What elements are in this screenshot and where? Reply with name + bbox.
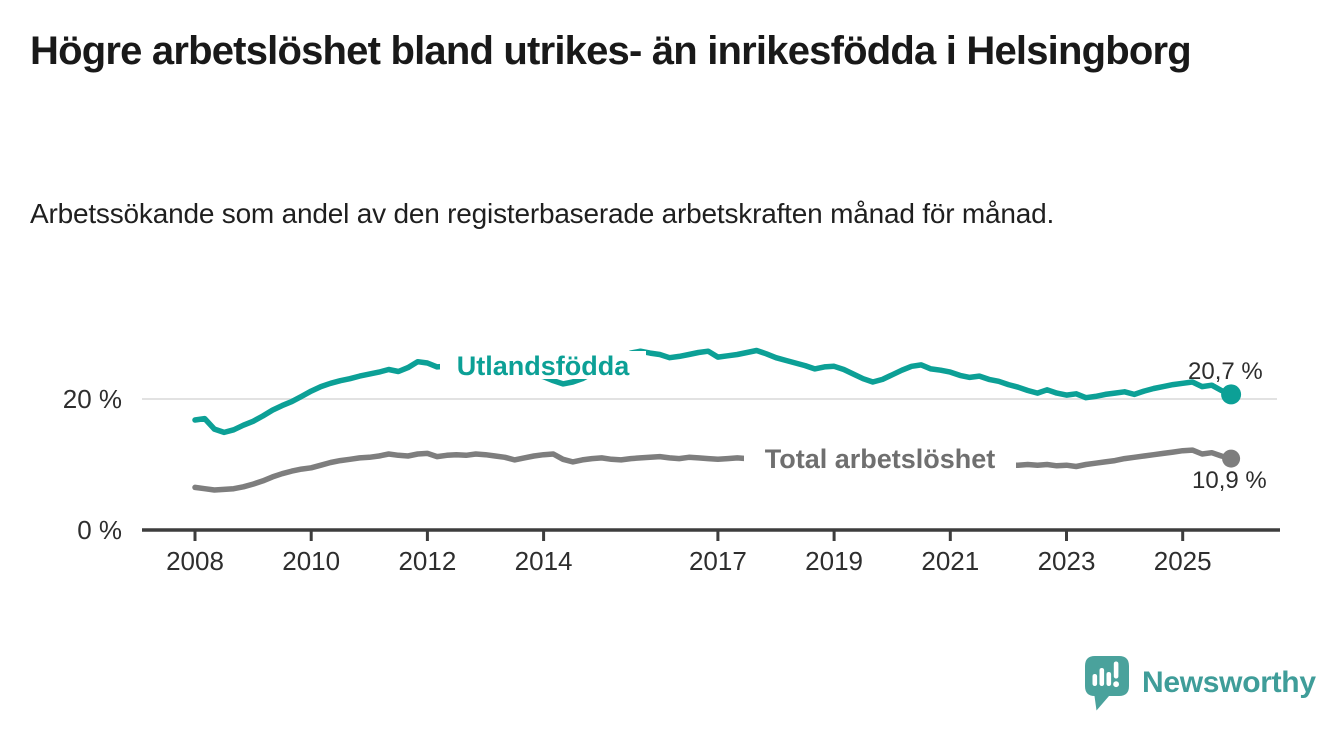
y-tick-label: 20 % bbox=[63, 384, 122, 414]
newsworthy-logo-icon bbox=[1085, 656, 1129, 711]
utlandsfodda-end-dot bbox=[1221, 384, 1242, 405]
total-arbetsloshet-series-label: Total arbetslöshet bbox=[765, 444, 996, 474]
total-end-dot bbox=[1222, 449, 1241, 468]
chart-subtitle: Arbetssökande som andel av den registerb… bbox=[30, 198, 1055, 229]
bar-tall-icon bbox=[1099, 668, 1105, 686]
x-tick-label: 2019 bbox=[805, 546, 863, 576]
brand-footer: Newsworthy bbox=[1083, 652, 1316, 714]
bar-medium-icon bbox=[1106, 672, 1112, 686]
x-tick-label: 2023 bbox=[1038, 546, 1096, 576]
x-tick-label: 2017 bbox=[689, 546, 747, 576]
y-tick-label: 0 % bbox=[77, 515, 122, 545]
x-tick-label: 2014 bbox=[515, 546, 573, 576]
x-tick-label: 2021 bbox=[921, 546, 979, 576]
x-tick-label: 2008 bbox=[166, 546, 224, 576]
utlandsfodda-series-label: Utlandsfödda bbox=[457, 351, 630, 381]
total-arbetsloshet-line bbox=[192, 447, 1234, 493]
x-tick-label: 2012 bbox=[398, 546, 456, 576]
exclamation-line-icon bbox=[1113, 661, 1119, 679]
x-tick-label: 2010 bbox=[282, 546, 340, 576]
x-tick-label: 2025 bbox=[1154, 546, 1212, 576]
bar-small-icon bbox=[1092, 674, 1098, 686]
exclamation-dot-icon bbox=[1113, 681, 1119, 688]
utlandsfodda-series-label-halo bbox=[440, 351, 646, 379]
utlandsfodda-line bbox=[192, 347, 1234, 436]
total-value-label: 10,9 % bbox=[1192, 467, 1267, 494]
page-title: Högre arbetslöshet bland utrikes- än inr… bbox=[30, 29, 1192, 73]
total-arbetsloshet-series-label-halo bbox=[744, 445, 1016, 473]
brand-name: Newsworthy bbox=[1142, 666, 1316, 699]
utlandsfodda-value-label: 20,7 % bbox=[1188, 358, 1263, 385]
